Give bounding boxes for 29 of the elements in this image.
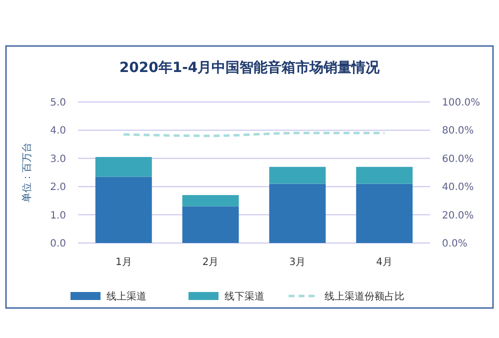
- bar: [182, 206, 239, 243]
- y2-tick-label: 0.0%: [442, 238, 468, 250]
- y2-tick-label: 20.0%: [442, 210, 474, 222]
- chart-title: 2020年1-4月中国智能音箱市场销量情况: [119, 59, 381, 76]
- y2-tick-label: 80.0%: [442, 126, 474, 137]
- x-tick-label: 4月: [376, 257, 393, 268]
- bar: [95, 176, 152, 243]
- bar: [269, 166, 326, 184]
- bar: [269, 184, 326, 243]
- bar: [182, 195, 239, 206]
- y-tick-label: 2.0: [50, 182, 66, 194]
- legend-label: 线上渠道: [106, 290, 146, 302]
- y-tick-label: 5.0: [50, 98, 66, 108]
- y2-tick-label: 60.0%: [442, 154, 474, 165]
- y-tick-label: 4.0: [50, 126, 66, 137]
- y-axis-title: 单位：百万台: [21, 142, 33, 202]
- bar: [356, 184, 413, 243]
- x-tick-label: 2月: [202, 257, 219, 268]
- y2-tick-label: 100.0%: [442, 98, 480, 108]
- x-tick-label: 3月: [289, 257, 306, 268]
- bar: [95, 156, 152, 177]
- y-tick-label: 3.0: [50, 154, 66, 165]
- y-tick-label: 1.0: [50, 210, 66, 222]
- y-tick-label: 0.0: [50, 238, 66, 250]
- legend-label: 线上渠道份额占比: [324, 290, 404, 302]
- y2-tick-label: 40.0%: [442, 182, 474, 194]
- bar: [356, 166, 413, 184]
- x-tick-label: 1月: [115, 257, 132, 268]
- legend-label: 线下渠道: [224, 290, 264, 302]
